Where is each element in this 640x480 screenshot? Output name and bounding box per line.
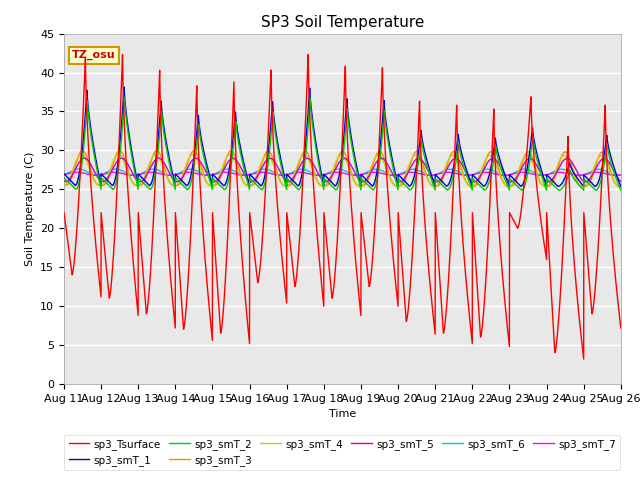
sp3_smT_6 [617, 172, 625, 178]
sp3_smT_3 [161, 164, 168, 170]
sp3_smT_2 [60, 175, 68, 180]
sp3_smT_7 [161, 172, 168, 178]
sp3_Tsurface [580, 356, 588, 362]
Title: SP3 Soil Temperature: SP3 Soil Temperature [260, 15, 424, 30]
sp3_smT_1 [499, 166, 507, 172]
sp3_smT_4 [161, 167, 168, 173]
sp3_smT_3 [60, 182, 68, 188]
sp3_smT_4 [322, 182, 330, 188]
sp3_smT_4 [499, 179, 507, 185]
sp3_smT_4 [617, 183, 625, 189]
sp3_smT_4 [436, 177, 444, 183]
sp3_smT_5 [436, 177, 444, 183]
sp3_smT_2 [322, 177, 330, 183]
sp3_smT_6 [60, 172, 68, 178]
sp3_smT_6 [75, 166, 83, 172]
sp3_Tsurface [436, 286, 444, 292]
sp3_smT_2 [617, 187, 625, 193]
sp3_smT_4 [467, 183, 475, 189]
sp3_smT_6 [467, 172, 475, 178]
sp3_Tsurface [617, 325, 625, 331]
sp3_smT_1 [60, 171, 68, 177]
sp3_smT_1 [616, 182, 624, 188]
sp3_smT_2 [616, 186, 624, 192]
Line: sp3_smT_4: sp3_smT_4 [64, 154, 621, 186]
sp3_smT_5 [616, 178, 624, 184]
sp3_smT_1 [161, 126, 168, 132]
sp3_smT_3 [436, 180, 444, 186]
sp3_smT_1 [436, 177, 444, 183]
sp3_smT_2 [161, 132, 168, 138]
sp3_smT_7 [436, 170, 444, 176]
sp3_smT_6 [616, 172, 624, 178]
Y-axis label: Soil Temperature (C): Soil Temperature (C) [24, 152, 35, 266]
sp3_smT_6 [161, 170, 168, 176]
sp3_smT_3 [499, 178, 507, 184]
sp3_smT_7 [322, 171, 330, 177]
sp3_Tsurface [467, 331, 475, 336]
sp3_smT_4 [60, 182, 68, 188]
sp3_smT_4 [616, 183, 623, 189]
sp3_Tsurface [60, 210, 68, 216]
sp3_smT_7 [499, 172, 507, 178]
sp3_smT_2 [499, 171, 507, 177]
sp3_smT_7 [467, 172, 475, 178]
sp3_smT_5 [467, 178, 475, 183]
X-axis label: Time: Time [329, 409, 356, 419]
sp3_smT_1 [467, 180, 475, 186]
Text: TZ_osu: TZ_osu [72, 50, 116, 60]
sp3_smT_5 [582, 179, 589, 185]
sp3_smT_3 [322, 183, 330, 189]
sp3_smT_6 [613, 173, 621, 179]
sp3_smT_3 [616, 183, 624, 189]
Line: sp3_smT_7: sp3_smT_7 [64, 172, 621, 175]
Line: sp3_smT_6: sp3_smT_6 [64, 169, 621, 176]
sp3_smT_2 [120, 95, 128, 100]
Line: sp3_smT_1: sp3_smT_1 [64, 87, 621, 186]
sp3_smT_7 [616, 172, 624, 178]
sp3_smT_5 [81, 156, 88, 161]
sp3_smT_3 [617, 183, 625, 189]
sp3_smT_1 [120, 84, 128, 90]
sp3_smT_5 [161, 160, 168, 166]
sp3_Tsurface [322, 229, 330, 235]
sp3_smT_6 [436, 169, 444, 175]
sp3_Tsurface [160, 186, 168, 192]
sp3_smT_2 [467, 185, 475, 191]
sp3_smT_1 [617, 183, 625, 189]
sp3_smT_4 [77, 151, 85, 157]
sp3_smT_1 [322, 173, 330, 179]
Line: sp3_Tsurface: sp3_Tsurface [64, 55, 621, 359]
sp3_smT_7 [617, 172, 625, 178]
Line: sp3_smT_2: sp3_smT_2 [64, 97, 621, 190]
sp3_smT_5 [60, 178, 68, 184]
Legend: sp3_Tsurface, sp3_smT_1, sp3_smT_2, sp3_smT_3, sp3_smT_4, sp3_smT_5, sp3_smT_6, : sp3_Tsurface, sp3_smT_1, sp3_smT_2, sp3_… [65, 435, 620, 470]
sp3_smT_5 [499, 169, 507, 175]
sp3_smT_3 [79, 147, 86, 153]
sp3_smT_7 [73, 169, 81, 175]
sp3_smT_6 [499, 172, 507, 178]
sp3_Tsurface [305, 52, 312, 58]
sp3_smT_3 [580, 183, 588, 189]
sp3_smT_7 [60, 172, 68, 178]
sp3_smT_5 [322, 179, 330, 185]
sp3_Tsurface [499, 276, 507, 282]
sp3_smT_2 [436, 180, 444, 186]
sp3_smT_7 [611, 172, 619, 178]
sp3_smT_3 [467, 183, 475, 189]
Line: sp3_smT_5: sp3_smT_5 [64, 158, 621, 182]
sp3_Tsurface [616, 321, 624, 326]
Line: sp3_smT_3: sp3_smT_3 [64, 150, 621, 186]
sp3_smT_4 [616, 183, 624, 189]
sp3_smT_5 [617, 179, 625, 184]
sp3_smT_6 [322, 171, 330, 177]
